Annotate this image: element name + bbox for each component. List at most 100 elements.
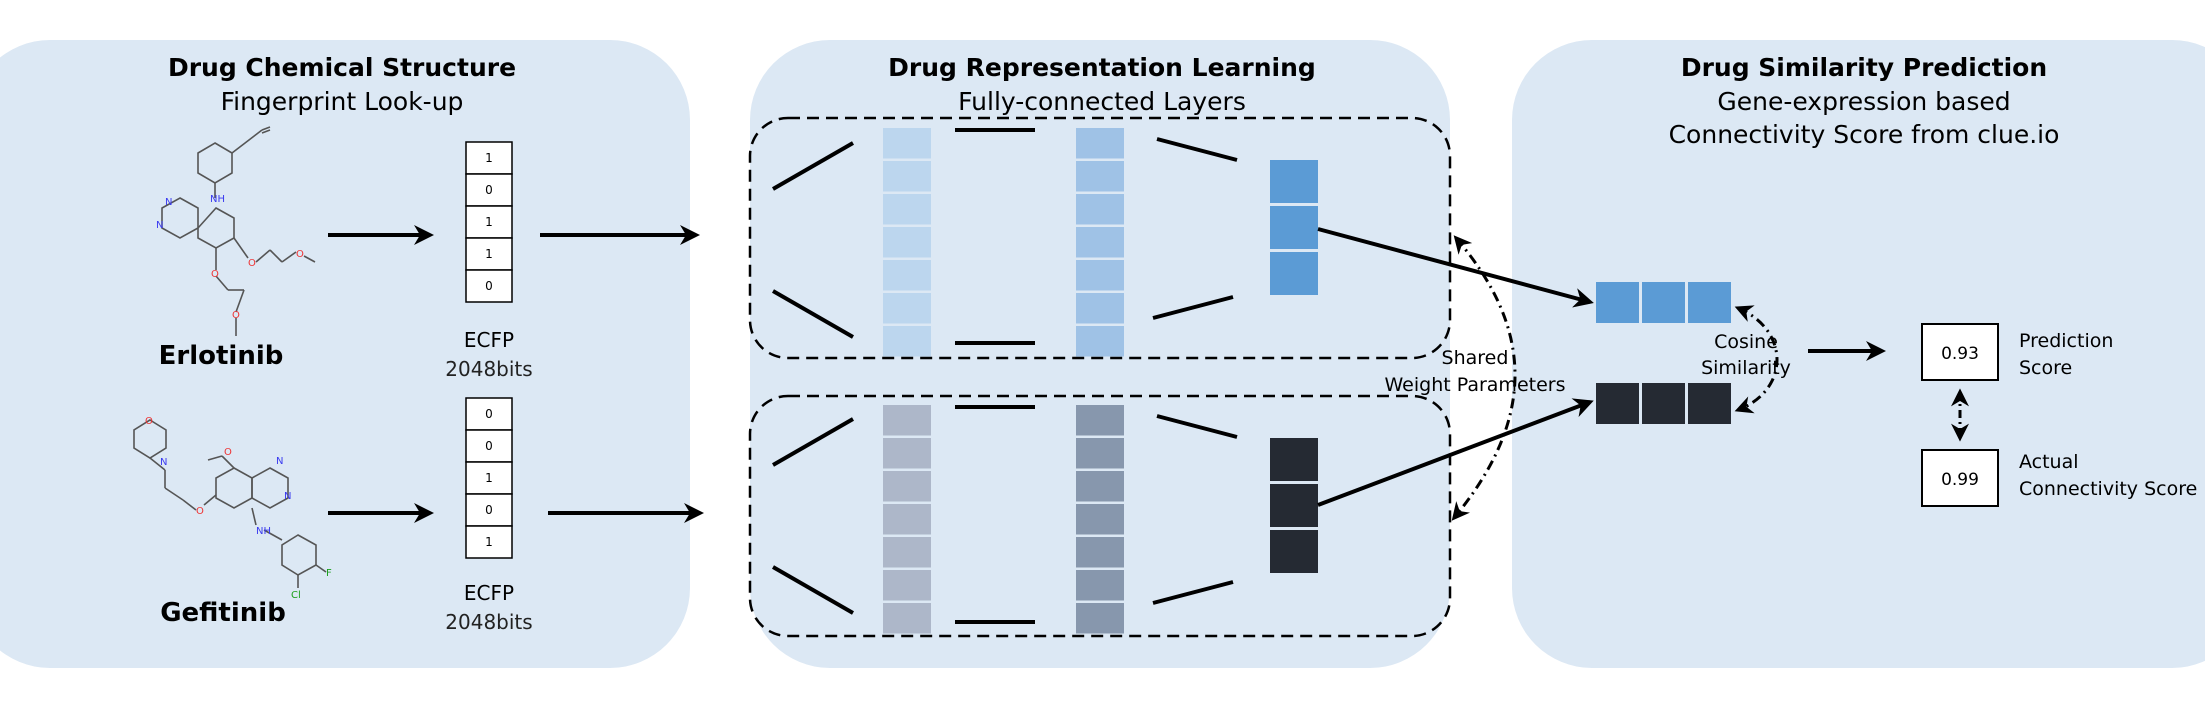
prediction-score-box (1921, 323, 1999, 381)
shared-weights-label-1: Shared (1442, 347, 1509, 369)
shared-weights-label-2: Weight Parameters (1385, 374, 1566, 396)
embedding-unit (1596, 282, 1639, 323)
cosine-similarity-label-1: Cosine (1714, 331, 1778, 353)
atom-label: O (232, 310, 240, 321)
ecfp-cell (465, 429, 513, 463)
ecfp-bit: 0 (485, 407, 493, 421)
ecfp-bit: 0 (485, 183, 493, 197)
embedding-unit (1688, 383, 1731, 424)
ecfp-bit: 1 (485, 151, 493, 165)
embedding-unit (1642, 282, 1685, 323)
network-box-bottom (748, 394, 1452, 638)
drug-name-erlotinib: Erlotinib (159, 341, 284, 371)
hidden-layer-2-unit (1076, 471, 1124, 502)
erlotinib-structure: NH N N O O O O (156, 126, 316, 336)
hidden-layer-1-unit (883, 537, 931, 568)
drug-name-gefitinib: Gefitinib (160, 598, 286, 628)
ecfp-cell (465, 525, 513, 559)
embedding-vectors (1596, 282, 1731, 424)
hidden-layer-1-unit (883, 293, 931, 324)
atom-label: N (284, 491, 291, 502)
ecfp-vector-erlotinib: 1 0 1 1 0 (465, 141, 513, 303)
ecfp-bits-label: 2048bits (445, 610, 532, 634)
hidden-layer-1-unit (883, 227, 931, 258)
hidden-layer-2-unit (1076, 504, 1124, 535)
ecfp-bit: 1 (485, 247, 493, 261)
hidden-layer-1-unit (883, 326, 931, 357)
panel-structure (0, 40, 690, 668)
cosine-similarity-label-2: Similarity (1701, 357, 1791, 379)
representation-subtitle: Fully-connected Layers (958, 87, 1246, 116)
ecfp-cell (465, 493, 513, 527)
output-layer-unit (1270, 160, 1318, 203)
atom-label: N (156, 220, 163, 231)
prediction-score-value: 0.93 (1941, 344, 1979, 364)
ecfp-cell (465, 269, 513, 303)
ecfp-cell (465, 173, 513, 207)
hidden-layer-2-unit (1076, 227, 1124, 258)
atom-label: Cl (291, 590, 301, 601)
ecfp-label: ECFP (464, 581, 514, 605)
ecfp-bit: 0 (485, 503, 493, 517)
atom-label: O (145, 416, 153, 427)
hidden-layer-2-unit (1076, 405, 1124, 436)
hidden-layer-2-unit (1076, 570, 1124, 601)
atom-label: O (196, 506, 204, 517)
hidden-layer-1-unit (883, 603, 931, 634)
ecfp-bits-label: 2048bits (445, 357, 532, 381)
actual-score-label-2: Connectivity Score (2019, 478, 2197, 500)
hidden-layer-1-unit (883, 570, 931, 601)
ecfp-bit: 0 (485, 279, 493, 293)
output-layer-unit (1270, 484, 1318, 527)
hidden-layer-1-unit (883, 128, 931, 159)
atom-label: O (211, 269, 219, 280)
prediction-score-label-1: Prediction (2019, 330, 2113, 352)
atom-label: N (165, 197, 172, 208)
hidden-layer-2-unit (1076, 260, 1124, 291)
output-layer-unit (1270, 206, 1318, 249)
similarity-subtitle-1: Gene-expression based (1717, 87, 2010, 116)
network-connections-bottom (772, 405, 1238, 624)
similarity-subtitle-2: Connectivity Score from clue.io (1669, 120, 2060, 149)
atom-label: NH (256, 526, 271, 537)
output-layer-unit (1270, 438, 1318, 481)
hidden-layer-2-unit (1076, 161, 1124, 192)
atom-label: F (326, 568, 332, 579)
hidden-layer-2-unit (1076, 603, 1124, 634)
hidden-layer-2-unit (1076, 326, 1124, 357)
representation-title: Drug Representation Learning (888, 53, 1316, 82)
hidden-layer-1-unit (883, 405, 931, 436)
similarity-title: Drug Similarity Prediction (1681, 53, 2047, 82)
actual-score-box (1921, 449, 1999, 507)
ecfp-bit: 1 (485, 215, 493, 229)
cosine-similarity-arc (1734, 305, 1779, 414)
ecfp-label: ECFP (464, 328, 514, 352)
hidden-layer-1-unit (883, 260, 931, 291)
hidden-layer-2-unit (1076, 293, 1124, 324)
atom-label: O (248, 258, 256, 269)
gefitinib-structure: O N O O N N NH F Cl (133, 416, 332, 601)
hidden-layer-1-unit (883, 194, 931, 225)
hidden-layer-2-unit (1076, 128, 1124, 159)
atom-label: O (224, 447, 232, 458)
atom-label: O (296, 249, 304, 260)
structure-title: Drug Chemical Structure (168, 53, 516, 82)
output-layer-unit (1270, 530, 1318, 573)
network-layers (883, 128, 1318, 634)
ecfp-bit: 1 (485, 471, 493, 485)
shared-weights-arc (1451, 235, 1517, 521)
structure-subtitle: Fingerprint Look-up (221, 87, 464, 116)
network-connections-top (772, 128, 1238, 345)
embedding-unit (1596, 383, 1639, 424)
embedding-unit (1688, 282, 1731, 323)
hidden-layer-1-unit (883, 471, 931, 502)
actual-score-value: 0.99 (1941, 470, 1979, 490)
hidden-layer-1-unit (883, 438, 931, 469)
embedding-unit (1642, 383, 1685, 424)
panel-similarity (1512, 40, 2205, 668)
atom-label: N (160, 457, 167, 468)
ecfp-vector-gefitinib: 0 0 1 0 1 (465, 397, 513, 559)
output-layer-unit (1270, 252, 1318, 295)
ecfp-cell (465, 397, 513, 431)
